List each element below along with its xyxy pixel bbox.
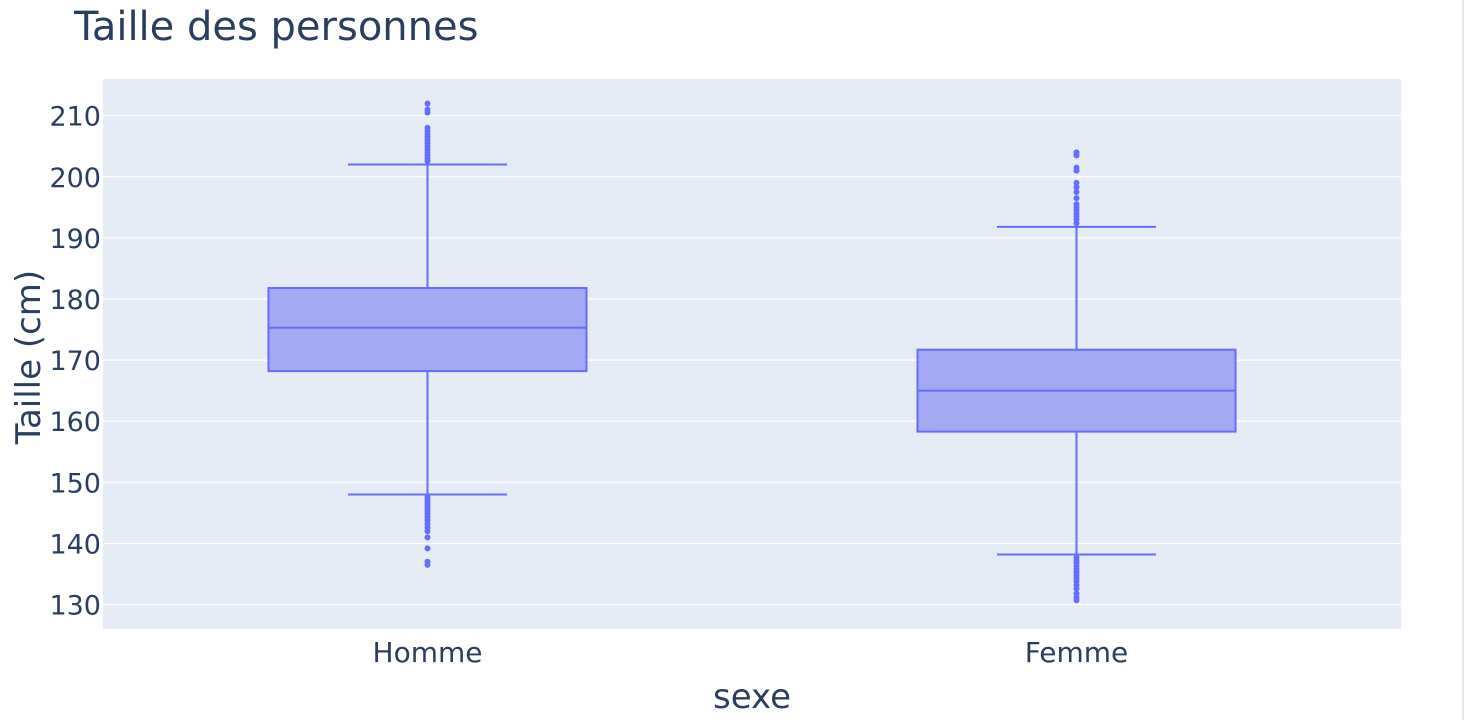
box-femme — [916, 149, 1237, 604]
x-category-labels: Homme Femme — [373, 636, 1129, 669]
x-axis-title: sexe — [713, 677, 791, 717]
outlier-point — [1073, 585, 1080, 592]
outlier-point — [1073, 597, 1080, 604]
y-tick-label: 170 — [49, 346, 101, 377]
y-tick-label: 200 — [49, 163, 101, 194]
outlier-point — [424, 545, 431, 552]
x-tick-label-femme: Femme — [1025, 636, 1129, 669]
outlier-point — [424, 561, 431, 568]
outlier-point — [1073, 195, 1080, 202]
box-homme — [267, 100, 588, 568]
y-tick-label: 160 — [49, 407, 101, 438]
y-axis-title: Taille (cm) — [9, 270, 49, 445]
outlier-point — [1073, 167, 1080, 174]
outlier-point — [1073, 184, 1080, 191]
x-tick-label-homme: Homme — [373, 636, 483, 669]
y-tick-labels: 130 140 150 160 170 180 190 200 210 — [49, 102, 101, 622]
box-series — [267, 100, 1237, 604]
y-tick-label: 150 — [49, 468, 101, 499]
outlier-point — [424, 528, 431, 535]
outlier-point — [1073, 189, 1080, 196]
outlier-point — [1073, 220, 1080, 227]
y-tick-label: 130 — [49, 591, 101, 622]
outlier-point — [424, 109, 431, 116]
y-tick-label: 140 — [49, 529, 101, 560]
y-tick-label: 210 — [49, 102, 101, 133]
chart-title: Taille des personnes — [73, 4, 478, 50]
iqr-box — [267, 287, 588, 373]
right-edge-divider — [1462, 0, 1464, 720]
outlier-point — [1073, 179, 1080, 186]
y-tick-label: 190 — [49, 224, 101, 255]
outlier-point — [1073, 152, 1080, 159]
outlier-point — [424, 100, 431, 107]
outlier-point — [424, 157, 431, 164]
y-tick-label: 180 — [49, 285, 101, 316]
y-gridlines — [103, 115, 1401, 606]
outlier-point — [424, 534, 431, 541]
